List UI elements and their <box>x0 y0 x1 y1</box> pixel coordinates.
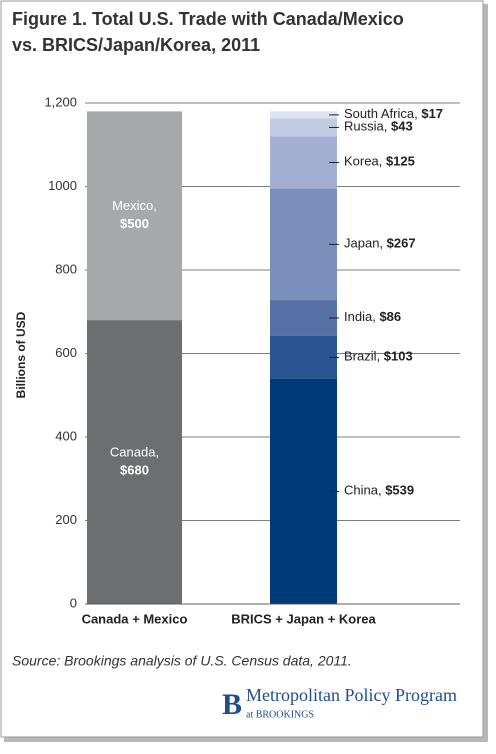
y-tick-label: 0 <box>70 595 77 610</box>
bar-segment <box>87 320 182 604</box>
value-label: $267 <box>387 236 416 251</box>
y-axis-label: Billions of USD <box>14 311 28 398</box>
bar-segment <box>270 300 337 336</box>
value-label: $86 <box>379 309 401 324</box>
segment-name: India, <box>344 309 376 324</box>
segment-name: South Africa, <box>344 106 418 121</box>
segment-label: China, $539 <box>344 483 414 498</box>
y-tick-label: 600 <box>55 345 77 360</box>
source-note: Source: Brookings analysis of U.S. Censu… <box>12 653 352 669</box>
value-label: $17 <box>421 106 443 121</box>
segment-name: Brazil, <box>344 349 380 364</box>
segment-label: Korea, $125 <box>344 154 415 169</box>
bar-segment <box>270 378 337 604</box>
x-tick-label: Canada + Mexico <box>82 611 188 626</box>
segment-label: India, $86 <box>344 309 401 324</box>
bar-segment <box>270 188 337 301</box>
frame <box>0 0 484 738</box>
value-label: $43 <box>391 119 413 134</box>
program-name: Metropolitan Policy Program <box>246 685 457 705</box>
logo: B <box>222 688 242 721</box>
value-label: $680 <box>120 462 149 477</box>
chart-title: Figure 1. Total U.S. Trade with Canada/M… <box>12 9 404 29</box>
bar-segment <box>270 118 337 137</box>
segment-label: Brazil, $103 <box>344 349 413 364</box>
y-tick-label: 1,200 <box>44 94 77 109</box>
org-name: at BROOKINGS <box>246 709 314 720</box>
value-label: $103 <box>384 349 413 364</box>
segment-name: China, <box>344 483 382 498</box>
segment-name: Korea, <box>344 154 382 169</box>
segment-label: Japan, $267 <box>344 236 416 251</box>
y-tick-label: 800 <box>55 261 77 276</box>
segment-label: Canada, <box>110 444 159 459</box>
segment-name: Japan, <box>344 236 383 251</box>
segment-label: Russia, $43 <box>344 119 413 134</box>
value-label: $125 <box>386 154 415 169</box>
bar-segment <box>270 335 337 379</box>
y-tick-label: 1000 <box>48 178 77 193</box>
chart-title: vs. BRICS/Japan/Korea, 2011 <box>12 35 260 55</box>
segment-name: Russia, <box>344 119 387 134</box>
bar-segment <box>270 111 337 119</box>
bar-segment <box>270 136 337 189</box>
value-label: $500 <box>120 216 149 231</box>
y-tick-label: 400 <box>55 428 77 443</box>
value-label: $539 <box>385 483 414 498</box>
y-tick-label: 200 <box>55 512 77 527</box>
segment-label: South Africa, $17 <box>344 106 443 121</box>
bar-segment <box>87 111 182 321</box>
x-tick-label: BRICS + Japan + Korea <box>231 611 376 626</box>
segment-label: Mexico, <box>112 198 157 213</box>
